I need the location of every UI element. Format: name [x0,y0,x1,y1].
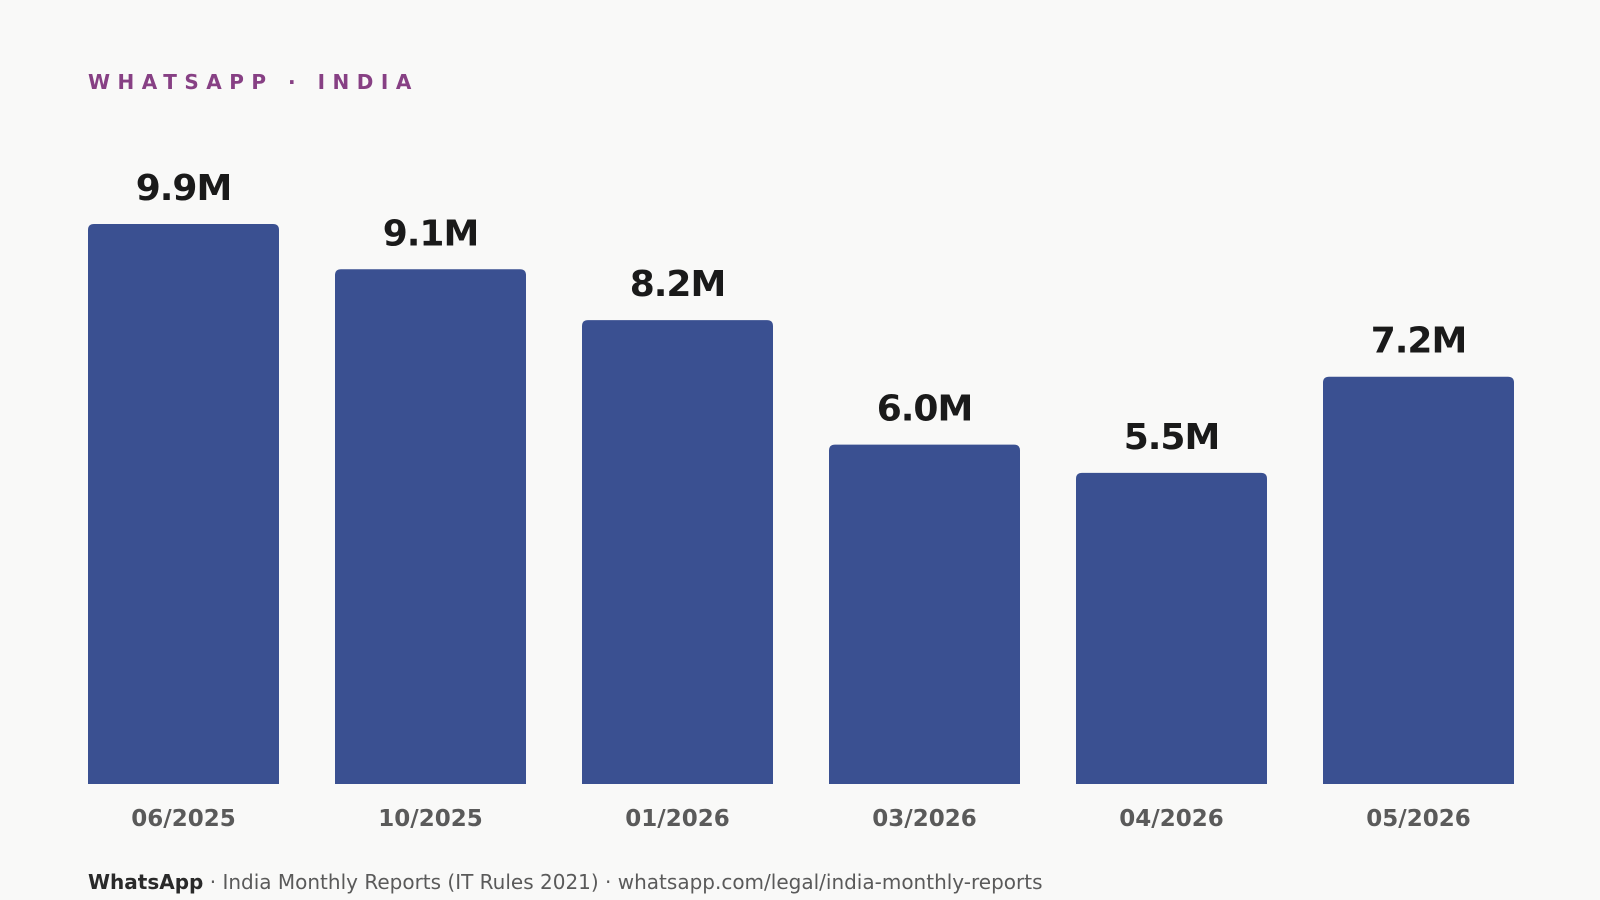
bar-10-2025 [335,269,526,784]
bar-06-2025 [88,224,279,784]
bar-value-label: 7.2M [1371,321,1467,362]
source-footer: WhatsApp · India Monthly Reports (IT Rul… [88,870,1043,894]
footer-separator: · [203,870,223,894]
x-tick-label: 04/2026 [1119,806,1223,832]
x-tick-label: 01/2026 [625,806,729,832]
x-tick-label: 05/2026 [1366,806,1470,832]
bar-value-label: 8.2M [630,264,726,305]
chart-eyebrow-title: WHATSAPP · INDIA [88,70,419,94]
footer-source: India Monthly Reports (IT Rules 2021) · … [222,870,1043,894]
x-tick-label: 10/2025 [378,806,482,832]
bar-05-2026 [1323,376,1514,784]
x-tick-label: 06/2025 [131,806,235,832]
bar-03-2026 [829,444,1020,784]
x-tick-label: 03/2026 [872,806,976,832]
bar-01-2026 [582,320,773,784]
footer-brand: WhatsApp [88,870,204,894]
bar-value-label: 5.5M [1124,417,1220,458]
bar-chart: 9.9M 06/2025 9.1M 10/2025 8.2M 01/2026 6.0M 03/… [88,168,1514,832]
bar-value-label: 9.1M [383,213,479,254]
bar-value-label: 9.9M [136,168,232,209]
bar-04-2026 [1076,472,1267,784]
bar-value-label: 6.0M [877,389,973,430]
